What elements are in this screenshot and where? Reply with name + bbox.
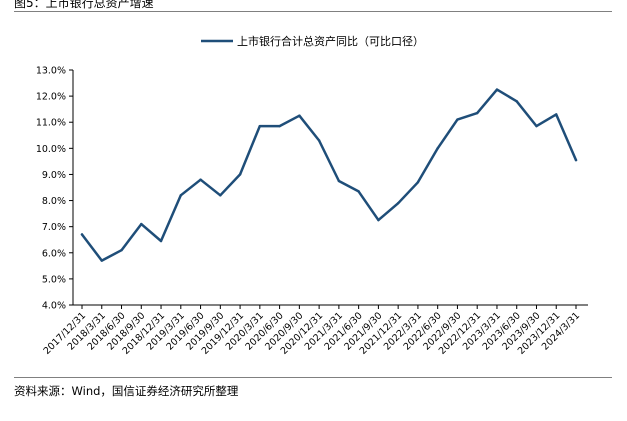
data-point: [396, 201, 400, 205]
data-point: [199, 178, 202, 181]
data-point: [436, 147, 439, 150]
y-tick-label: 11.0%: [36, 118, 66, 129]
data-point: [416, 181, 420, 184]
data-point: [219, 194, 222, 197]
x-axis: 2017/12/312018/3/312018/6/302018/9/30201…: [42, 304, 588, 357]
y-tick-label: 4.0%: [42, 301, 66, 312]
data-point: [298, 114, 301, 117]
series-layer: [80, 88, 578, 262]
data-point: [317, 139, 321, 142]
y-tick-label: 6.0%: [42, 248, 66, 259]
data-point: [100, 259, 103, 262]
data-point: [278, 124, 281, 128]
top-divider: [14, 11, 612, 12]
data-point: [495, 88, 499, 91]
data-point: [159, 239, 163, 243]
y-axis: 4.0% 5.0% 6.0% 7.0% 8.0% 9.0% 10.0% 11.0% 12.0% 1…: [36, 66, 74, 312]
data-point: [515, 100, 518, 103]
line-chart: 上市银行合计总资产同比（可比口径） 4.0% 5.0% 6.0% 7.0% 8.0% 9.…: [36, 34, 588, 357]
y-tick-label: 8.0%: [42, 196, 66, 207]
data-point: [179, 194, 182, 197]
data-point: [357, 190, 360, 193]
data-point: [140, 222, 143, 226]
legend-label: 上市银行合计总资产同比（可比口径）: [237, 34, 424, 48]
y-tick-label: 5.0%: [42, 274, 66, 285]
data-point: [258, 124, 262, 128]
y-tick-label: 12.0%: [36, 92, 66, 103]
data-point: [456, 118, 459, 121]
bottom-divider: [14, 377, 612, 378]
data-point: [535, 124, 538, 128]
data-point: [476, 111, 479, 115]
data-point: [555, 113, 558, 116]
data-point: [80, 233, 84, 236]
y-tick-label: 7.0%: [42, 222, 66, 233]
data-point: [238, 173, 242, 176]
figure-title: 图5：上市银行总资产增速: [14, 0, 154, 10]
series-line: [80, 88, 578, 262]
chart-legend: 上市银行合计总资产同比（可比口径）: [201, 34, 424, 48]
y-tick-label: 13.0%: [36, 66, 66, 77]
y-tick-label: 10.0%: [36, 144, 66, 155]
data-point: [337, 179, 341, 183]
y-tick-label: 9.0%: [42, 170, 66, 181]
data-point: [574, 158, 578, 162]
data-point: [120, 248, 123, 252]
data-point: [377, 218, 380, 222]
source-note: 资料来源：Wind，国信证券经济研究所整理: [14, 384, 239, 398]
